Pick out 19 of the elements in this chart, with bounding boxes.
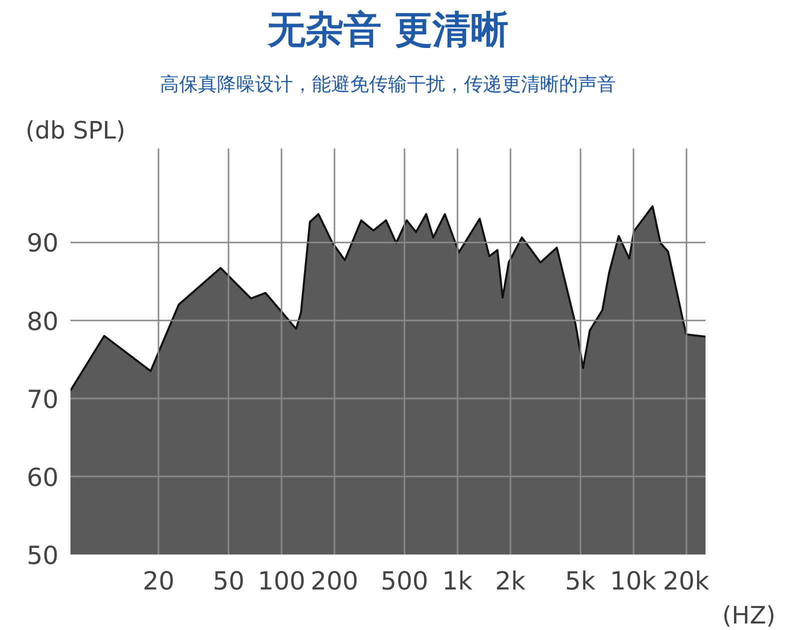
- y-tick-label: 70: [26, 384, 58, 414]
- x-tick-label: 20k: [662, 566, 710, 596]
- x-axis-title: (HZ): [722, 602, 776, 630]
- x-tick-label: 500: [380, 566, 428, 596]
- y-tick-label: 60: [26, 462, 58, 492]
- chart-title: 无杂音 更清晰: [266, 8, 509, 52]
- y-tick-label: 50: [26, 541, 58, 570]
- chart-subtitle: 高保真降噪设计，能避免传输干扰，传递更清晰的声音: [160, 74, 616, 96]
- x-tick-label: 20: [142, 566, 175, 596]
- x-tick-label: 2k: [495, 566, 526, 596]
- y-axis-title: (db SPL): [26, 116, 126, 144]
- x-tick-label: 1k: [442, 566, 474, 596]
- y-tick-label: 90: [26, 228, 58, 258]
- x-tick-label: 5k: [565, 566, 596, 596]
- y-tick-label: 80: [26, 306, 58, 336]
- x-tick-label: 50: [212, 566, 245, 596]
- x-tick-label: 100: [258, 566, 306, 596]
- x-tick-label: 10k: [610, 566, 657, 596]
- x-tick-label: 200: [310, 566, 358, 596]
